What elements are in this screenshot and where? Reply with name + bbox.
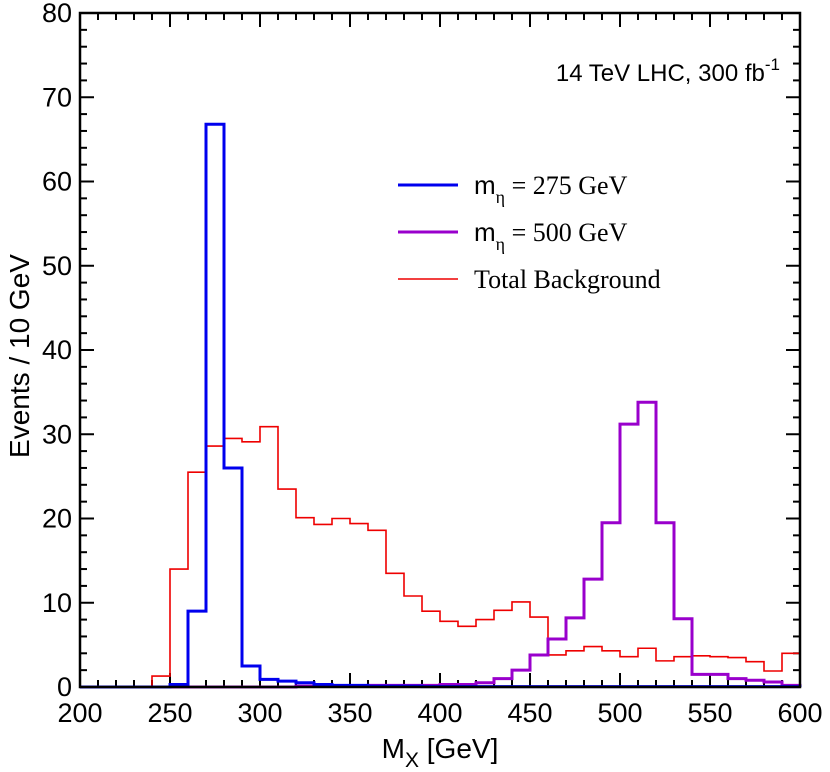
x-tick-label: 250 bbox=[147, 698, 192, 728]
x-tick-label: 550 bbox=[687, 698, 732, 728]
y-tick-label: 30 bbox=[42, 419, 72, 449]
y-tick-label: 80 bbox=[42, 0, 72, 28]
y-tick-label: 70 bbox=[42, 82, 72, 112]
y-tick-label: 0 bbox=[57, 672, 72, 702]
plot-frame bbox=[78, 11, 802, 689]
x-tick-label: 350 bbox=[327, 698, 372, 728]
x-tick-label: 300 bbox=[237, 698, 282, 728]
legend-label-signal-275-histogram: mη = 275 GeV bbox=[474, 170, 628, 207]
legend-label-signal-500-histogram: mη = 500 GeV bbox=[474, 217, 628, 254]
y-tick-label: 40 bbox=[42, 335, 72, 365]
x-tick-label: 450 bbox=[507, 698, 552, 728]
x-tick-label: 500 bbox=[597, 698, 642, 728]
y-axis-title: Events / 10 GeV bbox=[4, 254, 35, 458]
legend: mη = 275 GeV mη = 500 GeV Total Background bbox=[398, 170, 661, 294]
y-tick-label: 60 bbox=[42, 167, 72, 197]
legend-label-background-histogram: Total Background bbox=[474, 265, 661, 294]
y-tick-label: 50 bbox=[42, 251, 72, 281]
annotation-sup: -1 bbox=[765, 55, 780, 74]
tick-labels: 200 250 300 350 400 450 500 550 600 0 10 20 30 40 50 60… bbox=[42, 0, 823, 728]
x-tick-label: 600 bbox=[777, 698, 822, 728]
x-tick-label: 400 bbox=[417, 698, 462, 728]
x-axis-title: MX [GeV] bbox=[382, 733, 499, 772]
energy-luminosity-annotation: 14 TeV LHC, 300 fb-1 bbox=[556, 55, 780, 87]
annotation-main: 14 TeV LHC, 300 fb bbox=[556, 60, 765, 87]
x-tick-label: 200 bbox=[57, 698, 102, 728]
y-tick-label: 20 bbox=[42, 504, 72, 534]
y-tick-label: 10 bbox=[42, 588, 72, 618]
